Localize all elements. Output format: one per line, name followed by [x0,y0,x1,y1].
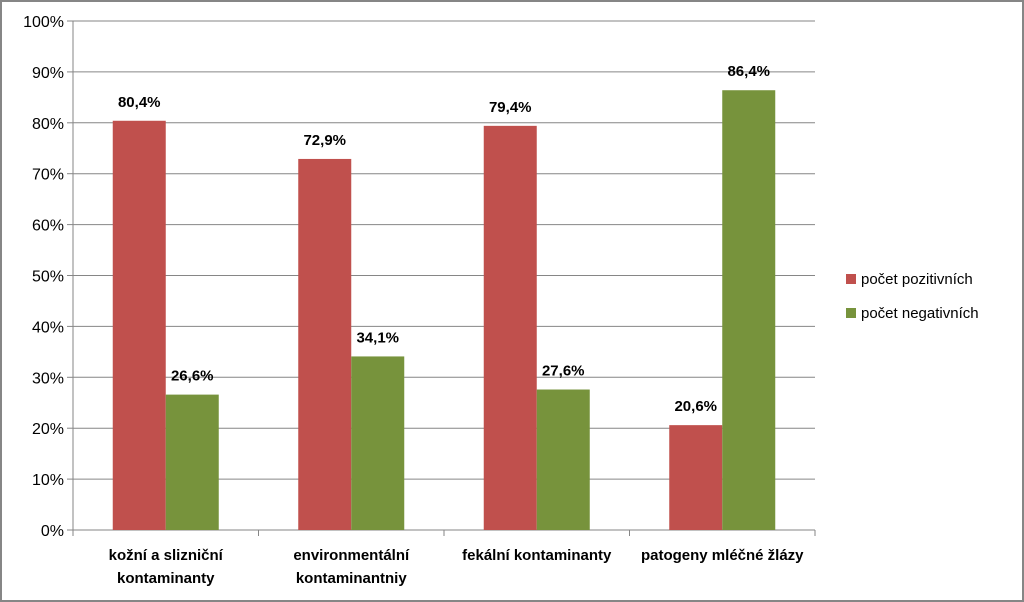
data-label: 34,1% [356,329,399,346]
data-label: 79,4% [489,99,532,116]
y-tick-label: 10% [32,472,64,489]
y-tick-label: 30% [32,370,64,387]
bar [722,90,776,530]
bar [351,356,405,530]
legend-swatch [846,308,856,318]
legend-label: počet pozitivních [861,271,973,288]
y-tick-label: 70% [32,167,64,184]
y-tick-label: 20% [32,421,64,438]
legend-label: počet negativních [861,305,979,322]
x-category-label-line: kontaminantniy [296,570,408,587]
data-labels: 80,4% 26,6% 72,9% 34,1% 79,4% 27,6% 20,6% 86,4% [118,63,770,415]
x-category-label-line: kožní a slizniční [109,547,224,564]
bar [165,394,219,530]
x-category-label: patogeny mléčné žlázy [641,547,804,564]
y-tick-label: 0% [41,523,64,540]
data-label: 27,6% [542,363,585,380]
x-category-label: fekální kontaminanty [462,547,612,564]
y-tick-label: 90% [32,65,64,82]
x-category-label-line: kontaminanty [117,570,215,587]
y-tick-label: 100% [23,14,64,31]
bar [669,425,723,530]
data-label: 80,4% [118,94,161,111]
y-tick-label: 80% [32,116,64,133]
data-label: 20,6% [674,398,717,415]
x-category-label: environmentální kontaminantniy [293,547,410,587]
y-tick-label: 60% [32,218,64,235]
y-tick-label: 40% [32,319,64,336]
legend: počet pozitivních počet negativních [846,271,979,322]
x-category-label-line: patogeny mléčné žlázy [641,547,804,564]
x-category-label-line: environmentální [293,547,410,564]
bar [536,389,590,530]
bar [298,158,352,530]
bars [112,90,776,530]
y-tick-label: 50% [32,269,64,286]
x-category-label: kožní a slizniční kontaminanty [109,547,224,587]
data-label: 86,4% [727,63,770,80]
legend-swatch [846,274,856,284]
data-label: 26,6% [171,368,214,385]
bar [112,120,166,530]
bar [483,125,537,530]
data-label: 72,9% [303,132,346,149]
x-category-label-line: fekální kontaminanty [462,547,612,564]
